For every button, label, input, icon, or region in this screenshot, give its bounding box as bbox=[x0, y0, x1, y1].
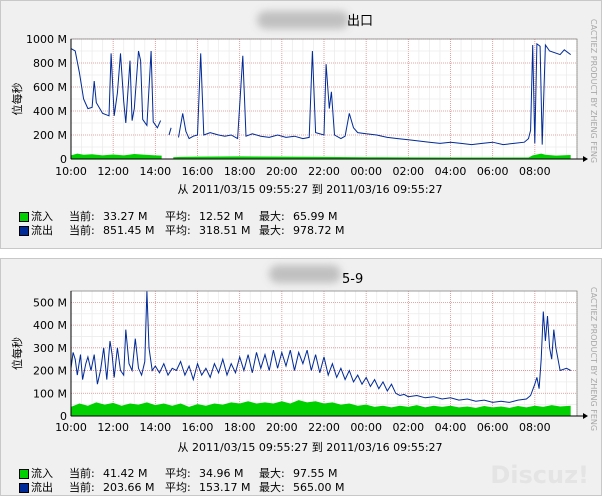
current-value: 203.66 M bbox=[103, 481, 155, 494]
x-tick-label: 02:00 bbox=[392, 421, 424, 434]
x-tick-label: 22:00 bbox=[308, 165, 340, 178]
average-label: 平均: bbox=[165, 224, 191, 237]
max-value: 97.55 M bbox=[293, 467, 338, 480]
x-tick-label: 04:00 bbox=[435, 165, 467, 178]
x-tick-label: 00:00 bbox=[350, 165, 382, 178]
x-tick-label: 04:00 bbox=[435, 421, 467, 434]
average-value: 318.51 M bbox=[199, 224, 251, 237]
chart-title: 5-9 bbox=[342, 272, 363, 287]
x-tick-label: 20:00 bbox=[266, 421, 298, 434]
y-tick-label: 500 M bbox=[33, 296, 67, 309]
x-tick-label: 08:00 bbox=[519, 421, 551, 434]
max-value: 65.99 M bbox=[293, 210, 338, 223]
side-credit-text: CACTIEZ PRODUCT BY ZHENG FENG bbox=[589, 287, 598, 431]
series-line-1 bbox=[70, 48, 162, 129]
legend-name: 流出 bbox=[31, 224, 53, 237]
x-tick-label: 16:00 bbox=[182, 165, 214, 178]
legend-swatch bbox=[19, 483, 29, 493]
x-tick-label: 02:00 bbox=[392, 165, 424, 178]
current-label: 当前: bbox=[69, 481, 95, 494]
current-value: 41.42 M bbox=[103, 467, 148, 480]
side-credit-text: CACTIEZ PRODUCT BY ZHENG FENG bbox=[589, 19, 598, 163]
series-line-1 bbox=[168, 127, 172, 136]
series-line-1 bbox=[70, 290, 571, 403]
average-value: 12.52 M bbox=[199, 210, 244, 223]
redacted-title bbox=[269, 265, 341, 283]
y-tick-label: 0 bbox=[60, 410, 67, 423]
series-area-0 bbox=[173, 153, 571, 159]
current-label: 当前: bbox=[69, 224, 95, 237]
x-axis-label: 从 2011/03/15 09:55:27 到 2011/03/16 09:55… bbox=[177, 183, 442, 196]
chart-outbound: 出口 0 200 M 400 M 600 M 800 M 1000 M 10:00 12:00 1… bbox=[10, 14, 598, 196]
x-tick-label: 08:00 bbox=[519, 165, 551, 178]
x-tick-label: 20:00 bbox=[266, 165, 298, 178]
x-axis-label: 从 2011/03/15 09:55:27 到 2011/03/16 09:55… bbox=[177, 441, 442, 454]
max-value: 978.72 M bbox=[293, 224, 345, 237]
chart-5-9: 5-9 0 100 M 200 M 300 M 400 M 500 M 10:00 12:00 1… bbox=[10, 272, 598, 454]
current-label: 当前: bbox=[69, 467, 95, 480]
max-label: 最大: bbox=[259, 467, 285, 480]
y-tick-label: 0 bbox=[60, 153, 67, 166]
y-tick-label: 400 M bbox=[33, 105, 67, 118]
redacted-title bbox=[257, 11, 349, 29]
y-tick-label: 300 M bbox=[33, 342, 67, 355]
chart-title: 出口 bbox=[347, 14, 373, 29]
series-area-0 bbox=[71, 153, 162, 159]
y-tick-label: 1000 M bbox=[26, 33, 67, 46]
x-tick-label: 14:00 bbox=[139, 421, 171, 434]
max-label: 最大: bbox=[259, 481, 285, 494]
average-label: 平均: bbox=[165, 481, 191, 494]
average-label: 平均: bbox=[165, 210, 191, 223]
series-line-1 bbox=[178, 42, 571, 146]
x-tick-label: 00:00 bbox=[350, 421, 382, 434]
x-tick-label: 12:00 bbox=[97, 421, 129, 434]
x-tick-label: 06:00 bbox=[477, 165, 509, 178]
x-tick-label: 12:00 bbox=[97, 165, 129, 178]
legend-name: 流出 bbox=[31, 481, 53, 494]
max-label: 最大: bbox=[259, 224, 285, 237]
x-tick-label: 10:00 bbox=[55, 421, 87, 434]
y-tick-label: 100 M bbox=[33, 387, 67, 400]
current-value: 851.45 M bbox=[103, 224, 155, 237]
series-area-0 bbox=[71, 400, 571, 416]
x-axis-arrow bbox=[583, 413, 588, 419]
watermark-logo: Discuz! bbox=[490, 461, 589, 489]
max-label: 最大: bbox=[259, 210, 285, 223]
x-tick-label: 10:00 bbox=[55, 165, 87, 178]
average-value: 153.17 M bbox=[199, 481, 251, 494]
y-tick-label: 200 M bbox=[33, 365, 67, 378]
graph-panel-outbound: 出口 0 200 M 400 M 600 M 800 M 1000 M 10:00 12:00 1… bbox=[0, 0, 602, 249]
x-tick-label: 16:00 bbox=[182, 421, 214, 434]
average-value: 34.96 M bbox=[199, 467, 244, 480]
x-axis-arrow bbox=[583, 156, 588, 162]
current-label: 当前: bbox=[69, 210, 95, 223]
legend-swatch bbox=[19, 226, 29, 236]
x-tick-label: 06:00 bbox=[477, 421, 509, 434]
graph-panel-5-9: 5-9 0 100 M 200 M 300 M 400 M 500 M 10:00 12:00 1… bbox=[0, 258, 602, 496]
max-value: 565.00 M bbox=[293, 481, 345, 494]
legend-swatch bbox=[19, 469, 29, 479]
y-tick-label: 600 M bbox=[33, 81, 67, 94]
x-tick-label: 14:00 bbox=[139, 165, 171, 178]
current-value: 33.27 M bbox=[103, 210, 148, 223]
y-axis-label: 位每秒 bbox=[10, 337, 24, 370]
y-tick-label: 400 M bbox=[33, 319, 67, 332]
x-tick-label: 18:00 bbox=[224, 421, 256, 434]
legend-swatch bbox=[19, 212, 29, 222]
average-label: 平均: bbox=[165, 467, 191, 480]
legend-name: 流入 bbox=[31, 467, 53, 480]
y-axis-label: 位每秒 bbox=[10, 83, 24, 116]
x-tick-label: 22:00 bbox=[308, 421, 340, 434]
y-tick-label: 200 M bbox=[33, 129, 67, 142]
x-tick-label: 18:00 bbox=[224, 165, 256, 178]
y-tick-label: 800 M bbox=[33, 57, 67, 70]
legend-name: 流入 bbox=[31, 210, 53, 223]
